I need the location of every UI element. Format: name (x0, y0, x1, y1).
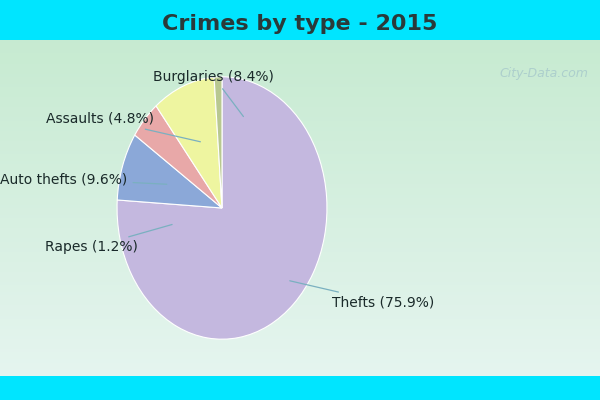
Text: Rapes (1.2%): Rapes (1.2%) (45, 224, 172, 254)
Text: Assaults (4.8%): Assaults (4.8%) (46, 112, 200, 142)
Text: Crimes by type - 2015: Crimes by type - 2015 (163, 14, 437, 34)
Wedge shape (214, 77, 222, 208)
Text: Auto thefts (9.6%): Auto thefts (9.6%) (0, 172, 167, 186)
Wedge shape (117, 135, 222, 208)
Wedge shape (135, 106, 222, 208)
Text: Thefts (75.9%): Thefts (75.9%) (290, 281, 434, 310)
Text: City-Data.com: City-Data.com (499, 67, 588, 80)
Text: Burglaries (8.4%): Burglaries (8.4%) (153, 70, 274, 116)
Wedge shape (117, 77, 327, 339)
Wedge shape (156, 77, 222, 208)
